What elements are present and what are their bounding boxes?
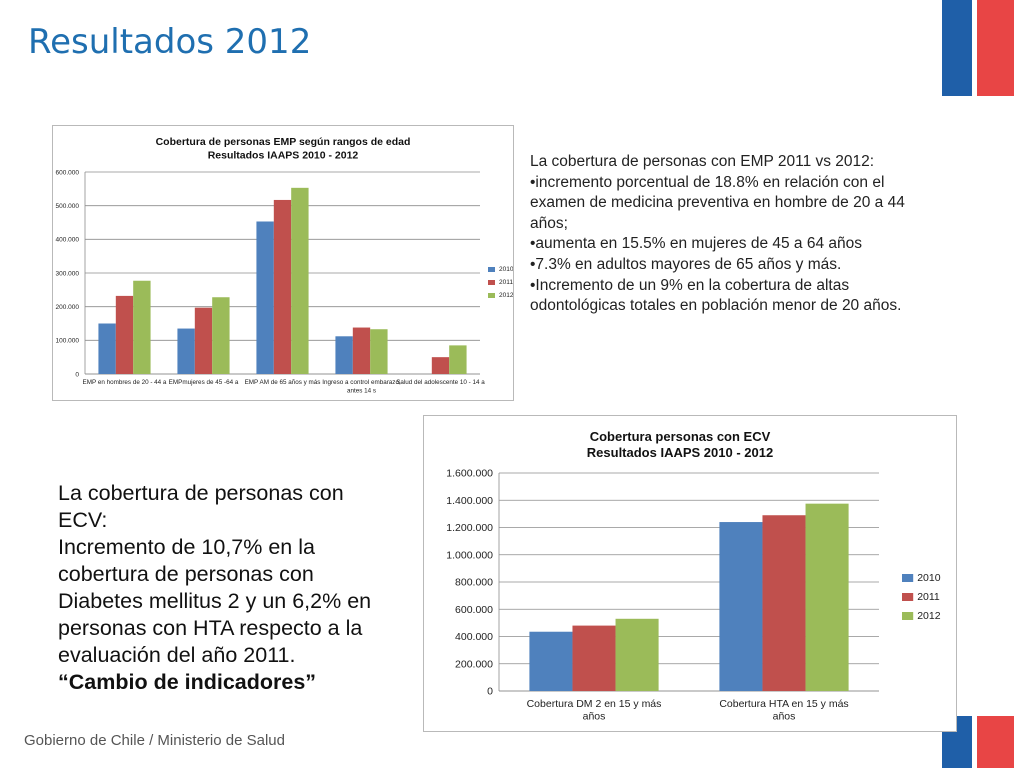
bar-2011 [431, 357, 450, 374]
emp-chart-svg: Cobertura de personas EMP según rangos d… [56, 136, 514, 394]
y-tick-label: 1.000.000 [446, 549, 493, 561]
x-category-label: EMPmujeres de 45 -64 a [169, 379, 239, 386]
bar-2011 [273, 199, 292, 374]
x-category-label: Cobertura HTA en 15 y más [719, 698, 848, 710]
legend-label: 2010 [917, 572, 941, 584]
y-tick-label: 1.400.000 [446, 495, 493, 507]
ecv-summary-text: La cobertura de personas con ECV: Increm… [58, 480, 388, 696]
flag-logo-top [942, 0, 1014, 96]
y-tick-label: 0 [75, 371, 79, 378]
legend-label: 2012 [499, 292, 513, 299]
y-tick-label: 1.200.000 [446, 522, 493, 534]
ecv-coverage-chart: Cobertura personas con ECV Resultados IAA… [423, 415, 957, 732]
chart-subtitle: Resultados IAAPS 2010 - 2012 [208, 150, 359, 162]
legend-swatch [902, 593, 914, 601]
emp-summary-text: La cobertura de personas con EMP 2011 vs… [530, 152, 940, 317]
emp-summary-line: La cobertura de personas con EMP 2011 vs… [530, 153, 875, 170]
x-category-label: años [773, 711, 796, 723]
legend-swatch [488, 280, 495, 285]
emp-coverage-chart: Cobertura de personas EMP según rangos d… [52, 125, 514, 401]
chart-subtitle: Resultados IAAPS 2010 - 2012 [587, 445, 773, 460]
x-category-label: Ingreso a control embarazo, [322, 379, 401, 386]
slide-title: Resultados 2012 [28, 22, 312, 62]
bar-2010 [177, 328, 195, 374]
bar-2010 [256, 221, 274, 374]
y-tick-label: 200.000 [56, 304, 80, 311]
y-tick-label: 0 [487, 686, 493, 698]
bar-2010 [335, 336, 353, 374]
y-tick-label: 600.000 [56, 169, 80, 176]
bar-2011 [194, 307, 213, 374]
x-category-label: antes 14 s [347, 387, 376, 394]
bar-2012 [370, 329, 388, 374]
y-tick-label: 200.000 [455, 658, 493, 670]
legend-swatch [902, 612, 914, 620]
x-category-label: años [583, 711, 606, 723]
chart-title: Cobertura de personas EMP según rangos d… [156, 136, 411, 148]
y-tick-label: 300.000 [56, 270, 80, 277]
bar-2011 [762, 515, 806, 691]
bar-2011 [115, 295, 134, 374]
y-tick-label: 1.600.000 [446, 468, 493, 480]
x-category-label: Salud del adolescente 10 - 14 a [396, 379, 485, 386]
bar-2011 [572, 625, 616, 691]
legend-swatch [488, 293, 495, 298]
emp-summary-line: •incremento porcentual de 18.8% en relac… [530, 173, 905, 232]
chart-title: Cobertura personas con ECV [590, 429, 771, 444]
footer-text: Gobierno de Chile / Ministerio de Salud [24, 732, 285, 749]
legend-label: 2010 [499, 266, 513, 273]
bar-2010 [719, 522, 763, 691]
y-tick-label: 800.000 [455, 577, 493, 589]
bar-2012 [449, 345, 467, 374]
emp-summary-line: •7.3% en adultos mayores de 65 años y má… [530, 255, 842, 273]
ecv-summary-emphasis: “Cambio de indicadores” [58, 670, 317, 694]
bar-2012 [212, 297, 230, 374]
emp-summary-line: •aumenta en 15.5% en mujeres de 45 a 64 … [530, 235, 863, 253]
x-category-label: Cobertura DM 2 en 15 y más [527, 698, 662, 710]
y-tick-label: 100.000 [56, 338, 80, 345]
legend-label: 2012 [917, 610, 941, 622]
y-tick-label: 400.000 [455, 631, 493, 643]
bar-2012 [133, 280, 151, 374]
ecv-summary-body: La cobertura de personas con ECV: Increm… [58, 481, 372, 667]
y-tick-label: 500.000 [56, 203, 80, 210]
emp-summary-line: •Incremento de un 9% en la cobertura de … [530, 276, 902, 315]
y-tick-label: 400.000 [56, 237, 80, 244]
bar-2012 [805, 503, 849, 691]
legend-swatch [488, 267, 495, 272]
bar-2012 [615, 618, 659, 691]
x-category-label: EMP AM de 65 años y más [245, 379, 321, 386]
bar-2010 [529, 631, 573, 691]
flag-logo-bottom [942, 716, 1014, 768]
bar-2010 [98, 323, 116, 374]
bar-2011 [352, 327, 371, 374]
legend-label: 2011 [917, 591, 940, 603]
x-category-label: EMP en hombres de 20 - 44 a [83, 379, 167, 386]
bar-2012 [291, 187, 309, 374]
legend-label: 2011 [499, 279, 513, 286]
y-tick-label: 600.000 [455, 604, 493, 616]
legend-swatch [902, 574, 914, 582]
